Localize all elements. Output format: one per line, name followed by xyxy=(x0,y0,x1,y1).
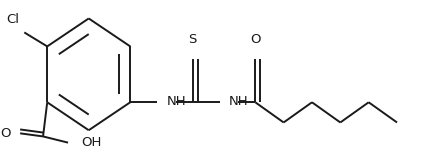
Text: O: O xyxy=(250,33,260,46)
Text: NH: NH xyxy=(229,95,249,108)
Text: NH: NH xyxy=(167,95,186,108)
Text: O: O xyxy=(0,127,11,140)
Text: Cl: Cl xyxy=(6,13,19,26)
Text: S: S xyxy=(189,33,197,46)
Text: OH: OH xyxy=(82,136,102,149)
